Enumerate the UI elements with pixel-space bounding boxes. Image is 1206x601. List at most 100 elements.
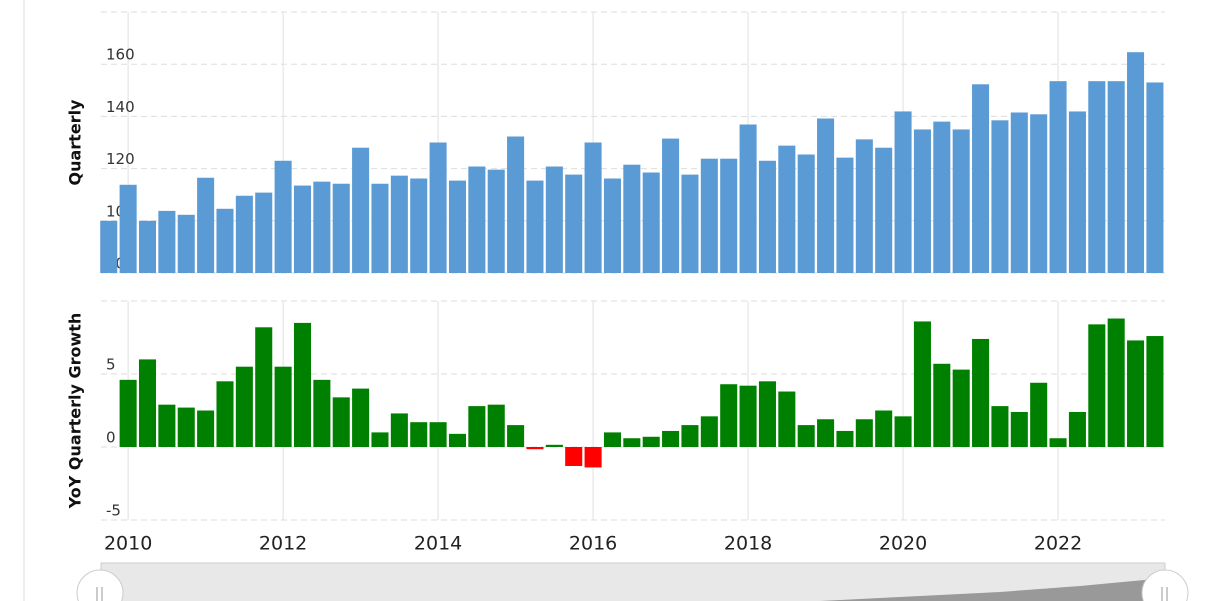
- bar: [894, 111, 912, 273]
- y-tick-label: 5: [106, 356, 116, 374]
- bar: [138, 359, 157, 447]
- x-tick-label: 2018: [724, 533, 772, 555]
- bar: [545, 444, 563, 447]
- navigator[interactable]: [76, 562, 1189, 601]
- bar: [817, 419, 835, 447]
- bar: [1088, 81, 1106, 273]
- y-axis-title: Quarterly: [66, 99, 85, 186]
- bar: [1107, 318, 1125, 447]
- bar: [720, 384, 738, 447]
- bar: [332, 397, 350, 447]
- bar: [487, 169, 505, 273]
- bar: [313, 181, 331, 273]
- bar: [545, 166, 563, 273]
- bar: [913, 321, 931, 447]
- bar: [216, 381, 234, 447]
- bar: [197, 177, 215, 273]
- bar: [138, 220, 157, 273]
- bar: [991, 406, 1009, 447]
- x-tick-label: 2020: [879, 533, 927, 555]
- bar: [293, 185, 312, 273]
- bar: [410, 178, 428, 273]
- bar: [642, 436, 660, 447]
- bar: [933, 121, 951, 274]
- x-tick-label: 2022: [1034, 533, 1082, 555]
- bar: [603, 432, 621, 447]
- bar: [119, 184, 137, 273]
- bar: [972, 84, 990, 273]
- bar: [855, 139, 873, 273]
- bar: [894, 416, 912, 447]
- bar: [778, 391, 796, 447]
- bar: [642, 172, 660, 273]
- bar: [778, 145, 796, 273]
- bar: [855, 419, 873, 447]
- x-tick-label: 2012: [259, 533, 307, 555]
- bar: [1146, 82, 1164, 273]
- bar: [662, 430, 680, 447]
- bar: [1068, 111, 1086, 273]
- bar: [662, 138, 680, 273]
- bar: [1107, 81, 1125, 273]
- bar: [836, 157, 854, 273]
- bar: [390, 175, 408, 273]
- bar: [177, 407, 195, 447]
- y-tick-label: 160: [106, 46, 135, 64]
- bar: [526, 180, 544, 273]
- bar: [371, 183, 389, 273]
- bar: [429, 142, 447, 273]
- bar: [681, 174, 699, 273]
- bar: [487, 404, 505, 447]
- bar: [507, 136, 525, 273]
- x-tick-label: 2014: [414, 533, 462, 555]
- bar: [1146, 336, 1164, 447]
- bar: [468, 166, 486, 273]
- bar: [739, 124, 757, 273]
- bar: [216, 208, 234, 273]
- bar: [681, 425, 699, 447]
- navigator-handle[interactable]: [76, 569, 124, 601]
- bar: [623, 438, 641, 447]
- bar: [1049, 81, 1067, 273]
- bar: [158, 210, 176, 273]
- bar: [526, 447, 544, 450]
- bar: [293, 322, 312, 447]
- y-tick-label: 0: [106, 429, 116, 447]
- bar: [158, 404, 176, 447]
- bar: [197, 410, 215, 447]
- bar: [235, 195, 253, 273]
- bar: [700, 158, 718, 273]
- bar: [1030, 114, 1048, 273]
- bar: [1127, 340, 1145, 447]
- navigator-handle[interactable]: [1141, 569, 1189, 601]
- bar: [952, 369, 970, 447]
- bar: [623, 164, 641, 273]
- bar: [797, 154, 815, 273]
- bar: [1068, 411, 1086, 447]
- x-tick-label: 2016: [569, 533, 617, 555]
- bar: [274, 160, 292, 273]
- bar: [1010, 411, 1028, 447]
- bar: [991, 120, 1009, 273]
- bar: [584, 142, 602, 273]
- bar: [700, 416, 718, 447]
- bar: [584, 447, 602, 468]
- bar: [933, 363, 951, 447]
- bar: [739, 385, 757, 447]
- bar: [1088, 324, 1106, 447]
- bar: [448, 433, 466, 447]
- bar: [875, 147, 893, 273]
- bar: [1010, 112, 1028, 273]
- bar: [913, 129, 931, 273]
- bar: [332, 183, 350, 273]
- bar: [507, 425, 525, 447]
- bar: [952, 129, 970, 273]
- y-axis-title: YoY Quarterly Growth: [66, 313, 85, 510]
- bar: [274, 366, 292, 447]
- bar: [255, 327, 273, 447]
- navigator-series: [820, 578, 1165, 601]
- x-tick-label: 2010: [104, 533, 152, 555]
- bar: [119, 379, 137, 447]
- y-tick-label: -5: [106, 502, 121, 520]
